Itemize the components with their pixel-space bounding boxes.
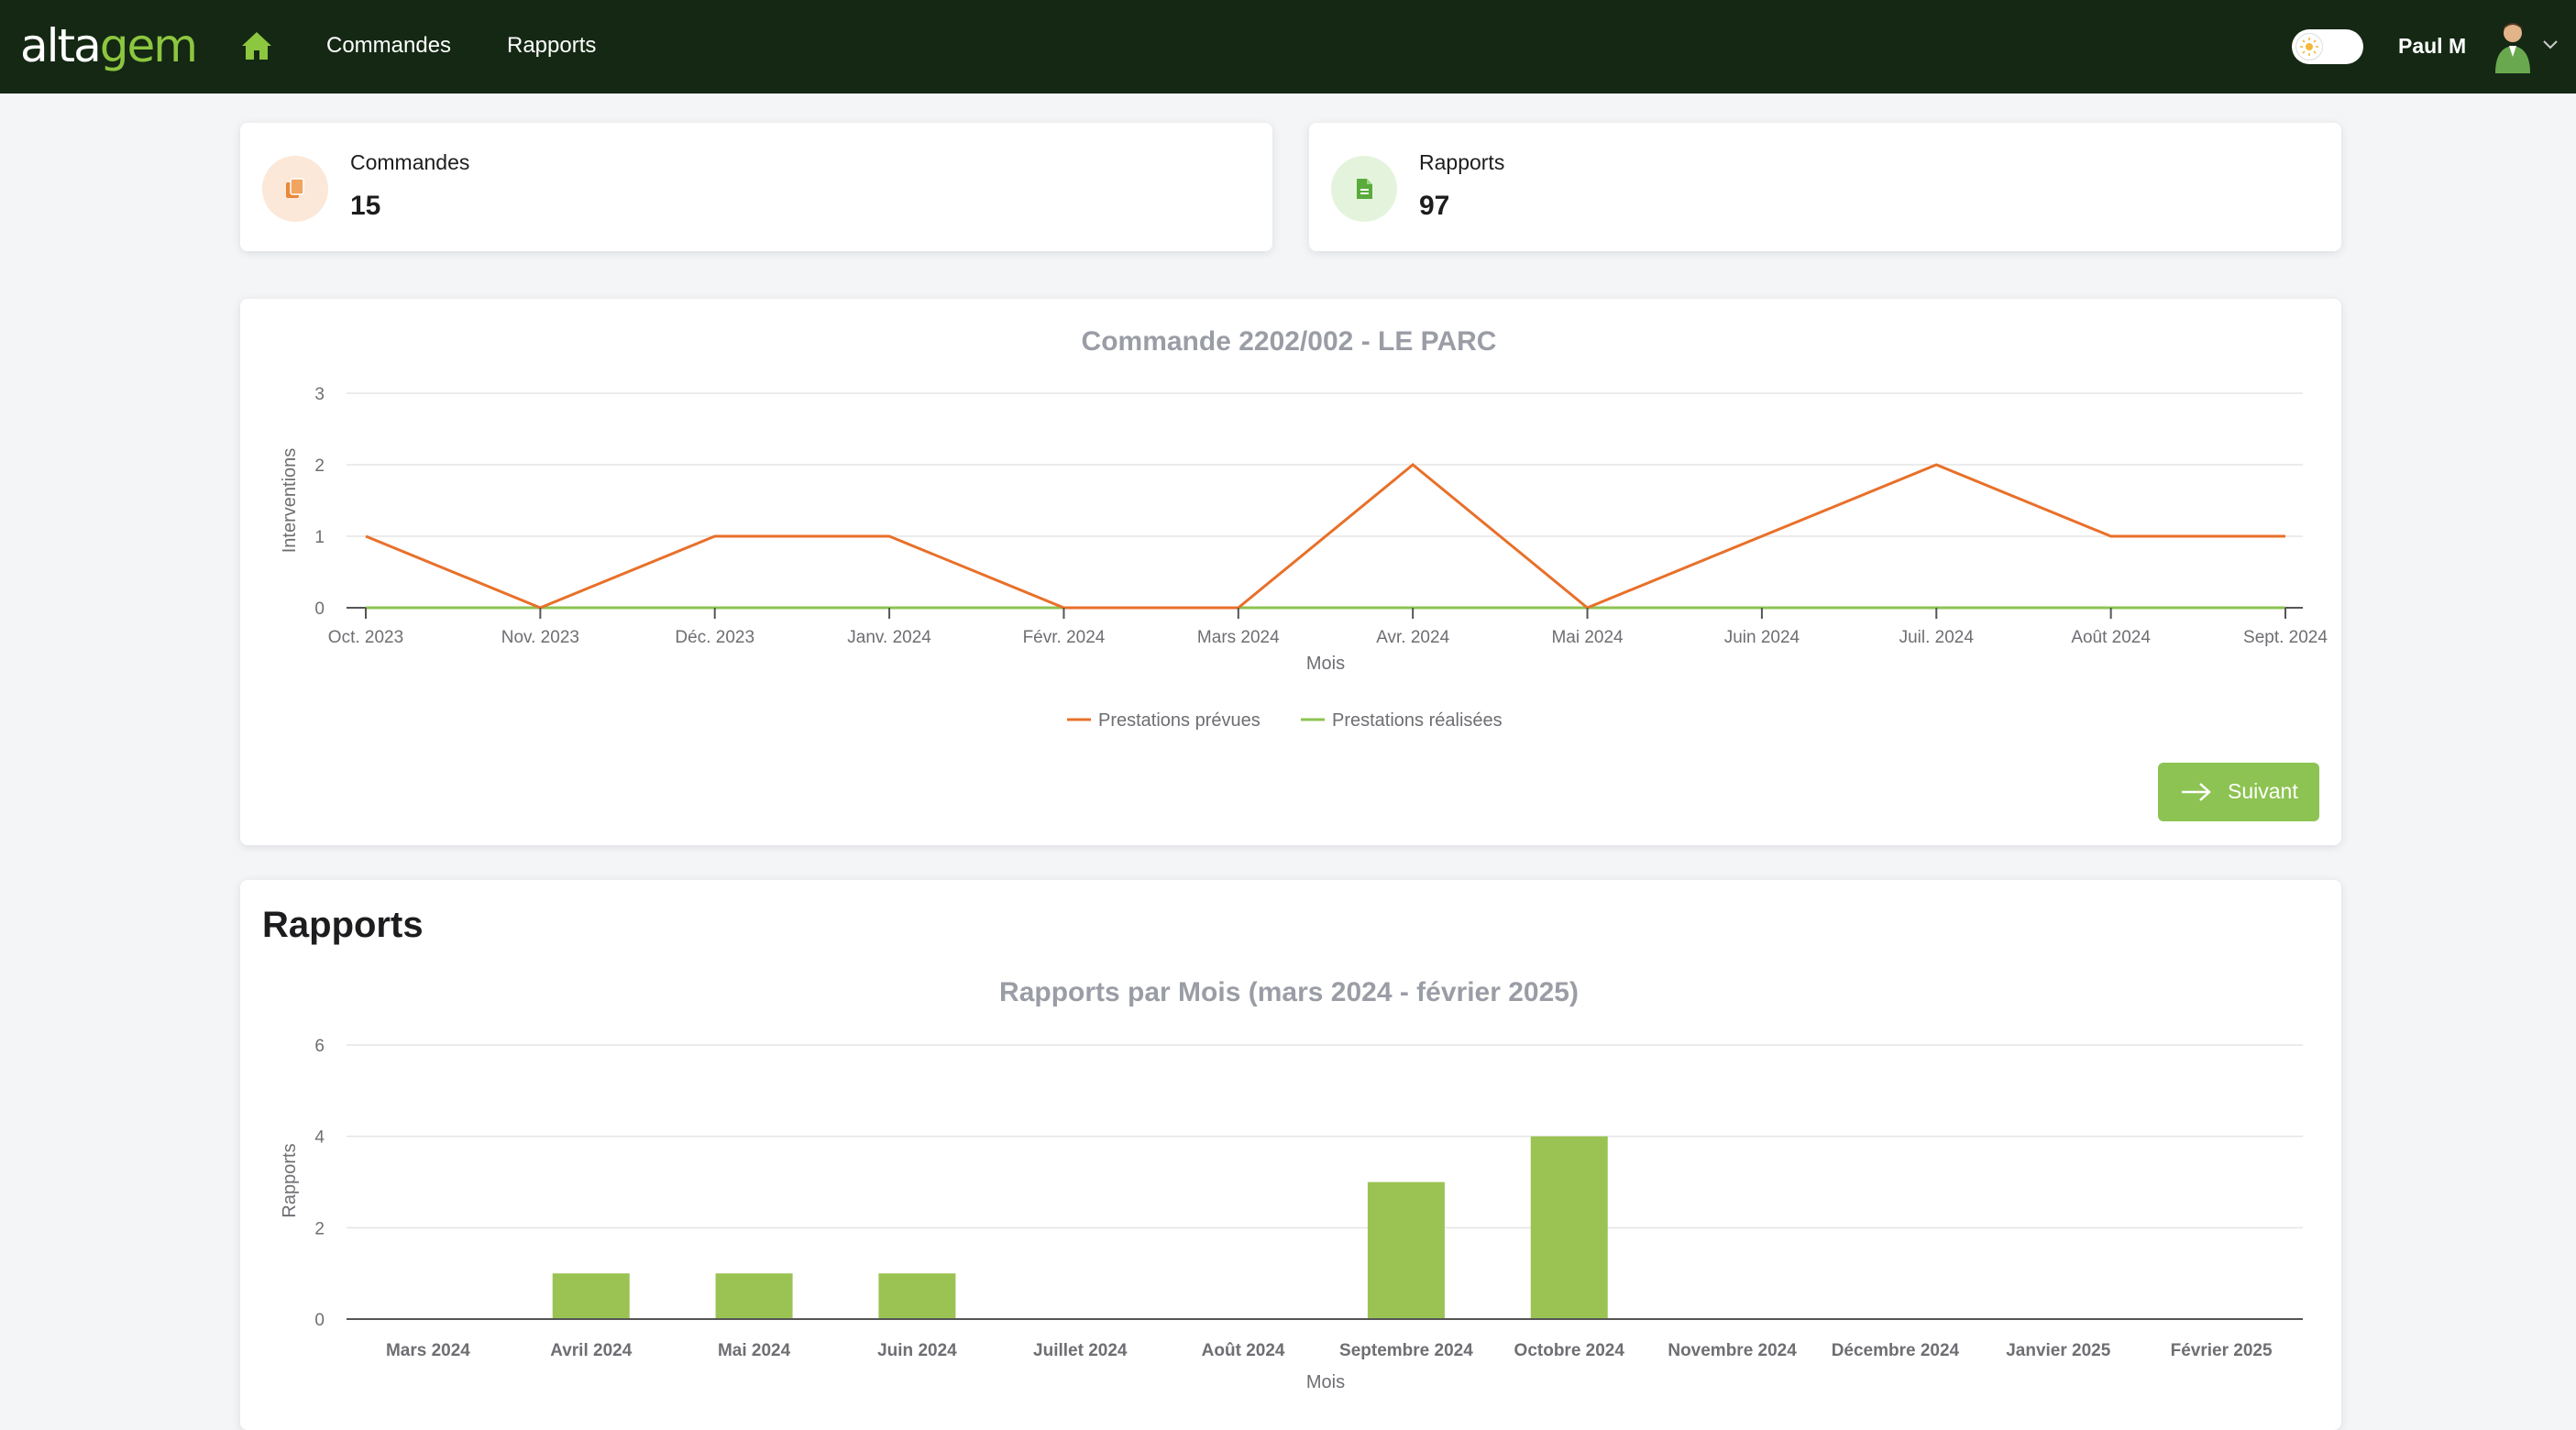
x-tick-label: Sept. 2024 — [2243, 628, 2328, 647]
x-tick-label: Décembre 2024 — [1832, 1341, 1960, 1360]
chart-title: Commande 2202/002 - LE PARC — [1082, 326, 1497, 357]
copy-icon — [286, 178, 304, 198]
y-axis-title: Interventions — [280, 448, 300, 554]
chart-legend: Prestations prévues Prestations réalisée… — [1067, 710, 1503, 731]
bar — [715, 1273, 793, 1319]
stat-card-rapports[interactable]: Rapports 97 — [1309, 123, 2341, 251]
stat-value: 15 — [350, 191, 381, 221]
x-axis-title: Mois — [1306, 654, 1345, 674]
stat-icon-bg — [262, 156, 328, 222]
x-tick-label: Mai 2024 — [718, 1341, 791, 1360]
y-tick-label: 1 — [314, 528, 325, 547]
x-axis-title: Mois — [1306, 1372, 1345, 1392]
chevron-down-icon[interactable] — [2541, 38, 2559, 51]
legend-label: Prestations prévues — [1098, 710, 1260, 731]
next-button-label: Suivant — [2228, 779, 2298, 803]
user-name[interactable]: Paul M — [2398, 34, 2467, 58]
line-chart-card — [240, 299, 2341, 845]
y-tick-label: 2 — [314, 456, 325, 476]
x-tick-label: Mars 2024 — [386, 1341, 470, 1360]
stat-label: Commandes — [350, 150, 470, 174]
bar — [878, 1273, 956, 1319]
x-tick-label: Juil. 2024 — [1899, 628, 1975, 647]
x-tick-label: Février 2025 — [2171, 1341, 2273, 1360]
stat-icon-bg — [1331, 156, 1397, 222]
logo-accent: gem — [99, 19, 198, 72]
home-icon[interactable] — [238, 28, 275, 64]
x-tick-label: Avr. 2024 — [1376, 628, 1449, 647]
arrow-right-icon — [2182, 783, 2211, 801]
line-chart: Commande 2202/002 - LE PARC 0 1 2 3 Oct. 20… — [280, 326, 2328, 731]
y-axis-title: Rapports — [280, 1143, 300, 1217]
x-tick-label: Avril 2024 — [550, 1341, 633, 1360]
bar — [552, 1273, 630, 1319]
y-tick-label: 4 — [314, 1128, 325, 1148]
x-tick-label: Novembre 2024 — [1668, 1341, 1797, 1360]
x-tick-label: Nov. 2023 — [501, 628, 579, 647]
next-button[interactable]: Suivant — [2158, 763, 2319, 821]
y-tick-label: 0 — [314, 1311, 325, 1330]
stat-label: Rapports — [1419, 150, 1505, 174]
avatar[interactable] — [2490, 20, 2536, 73]
bar — [1530, 1136, 1608, 1319]
x-tick-label: Janv. 2024 — [847, 628, 931, 647]
stat-card-commandes[interactable]: Commandes 15 — [240, 123, 1272, 251]
x-tick-label: Janvier 2025 — [2006, 1341, 2111, 1360]
legend-label: Prestations réalisées — [1332, 710, 1503, 731]
y-tick-label: 0 — [314, 600, 325, 619]
x-tick-label: Mars 2024 — [1197, 628, 1280, 647]
x-tick-label: Juillet 2024 — [1033, 1341, 1128, 1360]
stat-value: 97 — [1419, 191, 1450, 221]
y-tick-label: 2 — [314, 1219, 325, 1238]
section-title: Rapports — [262, 905, 424, 945]
x-tick-label: Août 2024 — [1202, 1341, 1285, 1360]
x-tick-label: Octobre 2024 — [1514, 1341, 1625, 1360]
logo-text: alta — [20, 19, 102, 72]
document-icon — [1357, 179, 1372, 199]
y-tick-label: 3 — [314, 385, 325, 404]
bar-chart: Rapports par Mois (mars 2024 - février 2… — [280, 977, 2303, 1392]
x-tick-label: Juin 2024 — [877, 1341, 957, 1360]
x-tick-label: Févr. 2024 — [1023, 628, 1106, 647]
nav-link-rapports[interactable]: Rapports — [507, 33, 597, 58]
theme-toggle[interactable] — [2292, 29, 2363, 64]
y-tick-label: 6 — [314, 1037, 325, 1056]
app-logo[interactable]: altagem — [20, 18, 198, 73]
top-navbar: altagem Commandes Rapports Paul M — [0, 0, 2576, 94]
x-tick-label: Juin 2024 — [1724, 628, 1800, 647]
x-tick-label: Déc. 2023 — [675, 628, 754, 647]
chart-title: Rapports par Mois (mars 2024 - février 2… — [999, 977, 1579, 1007]
x-tick-label: Septembre 2024 — [1339, 1341, 1473, 1360]
x-tick-label: Août 2024 — [2071, 628, 2151, 647]
x-tick-label: Oct. 2023 — [328, 628, 403, 647]
reports-card — [240, 880, 2341, 1430]
sun-icon — [2300, 38, 2318, 56]
x-tick-label: Mai 2024 — [1551, 628, 1624, 647]
series-line — [365, 463, 2285, 610]
nav-link-commandes[interactable]: Commandes — [326, 33, 452, 58]
bar — [1367, 1182, 1445, 1319]
